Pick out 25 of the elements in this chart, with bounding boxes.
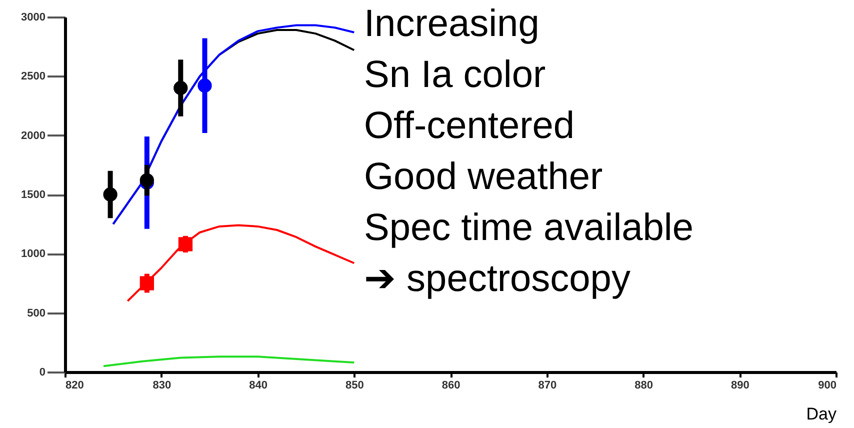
x-tick-label: 870: [538, 380, 557, 392]
x-tick-label: 900: [818, 380, 836, 392]
annotation: Increasing: [364, 2, 540, 47]
y-tick-label: 2500: [21, 70, 46, 83]
annotation: Good weather: [364, 155, 604, 200]
x-tick-label: 840: [249, 380, 268, 392]
y-tick-label: 3000: [21, 12, 46, 24]
y-tick-label: 2000: [21, 130, 46, 142]
x-tick-label: 860: [442, 380, 460, 392]
annotation: ➔ spectroscopy: [364, 257, 632, 302]
x-tick-label: 820: [66, 380, 84, 392]
y-tick-label: 1500: [21, 189, 46, 201]
x-tick-label: 890: [730, 380, 750, 392]
y-tick-label: 500: [27, 307, 46, 320]
annotation: Sn Ia color: [364, 53, 547, 98]
annotation: Spec time available: [364, 206, 694, 251]
x-tick-label: 830: [152, 380, 172, 392]
x-axis-title: Day: [806, 404, 837, 424]
x-tick-label: 880: [634, 380, 653, 392]
y-tick-label: 1000: [21, 248, 46, 260]
x-tick-label: 850: [345, 380, 364, 392]
annotation: Off-centered: [364, 104, 576, 149]
y-tick-label: 0: [39, 366, 46, 378]
line-series: [126, 224, 356, 302]
line-series: [102, 356, 356, 368]
